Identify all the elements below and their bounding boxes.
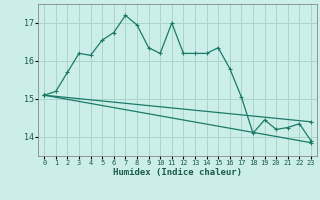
X-axis label: Humidex (Indice chaleur): Humidex (Indice chaleur) — [113, 168, 242, 177]
